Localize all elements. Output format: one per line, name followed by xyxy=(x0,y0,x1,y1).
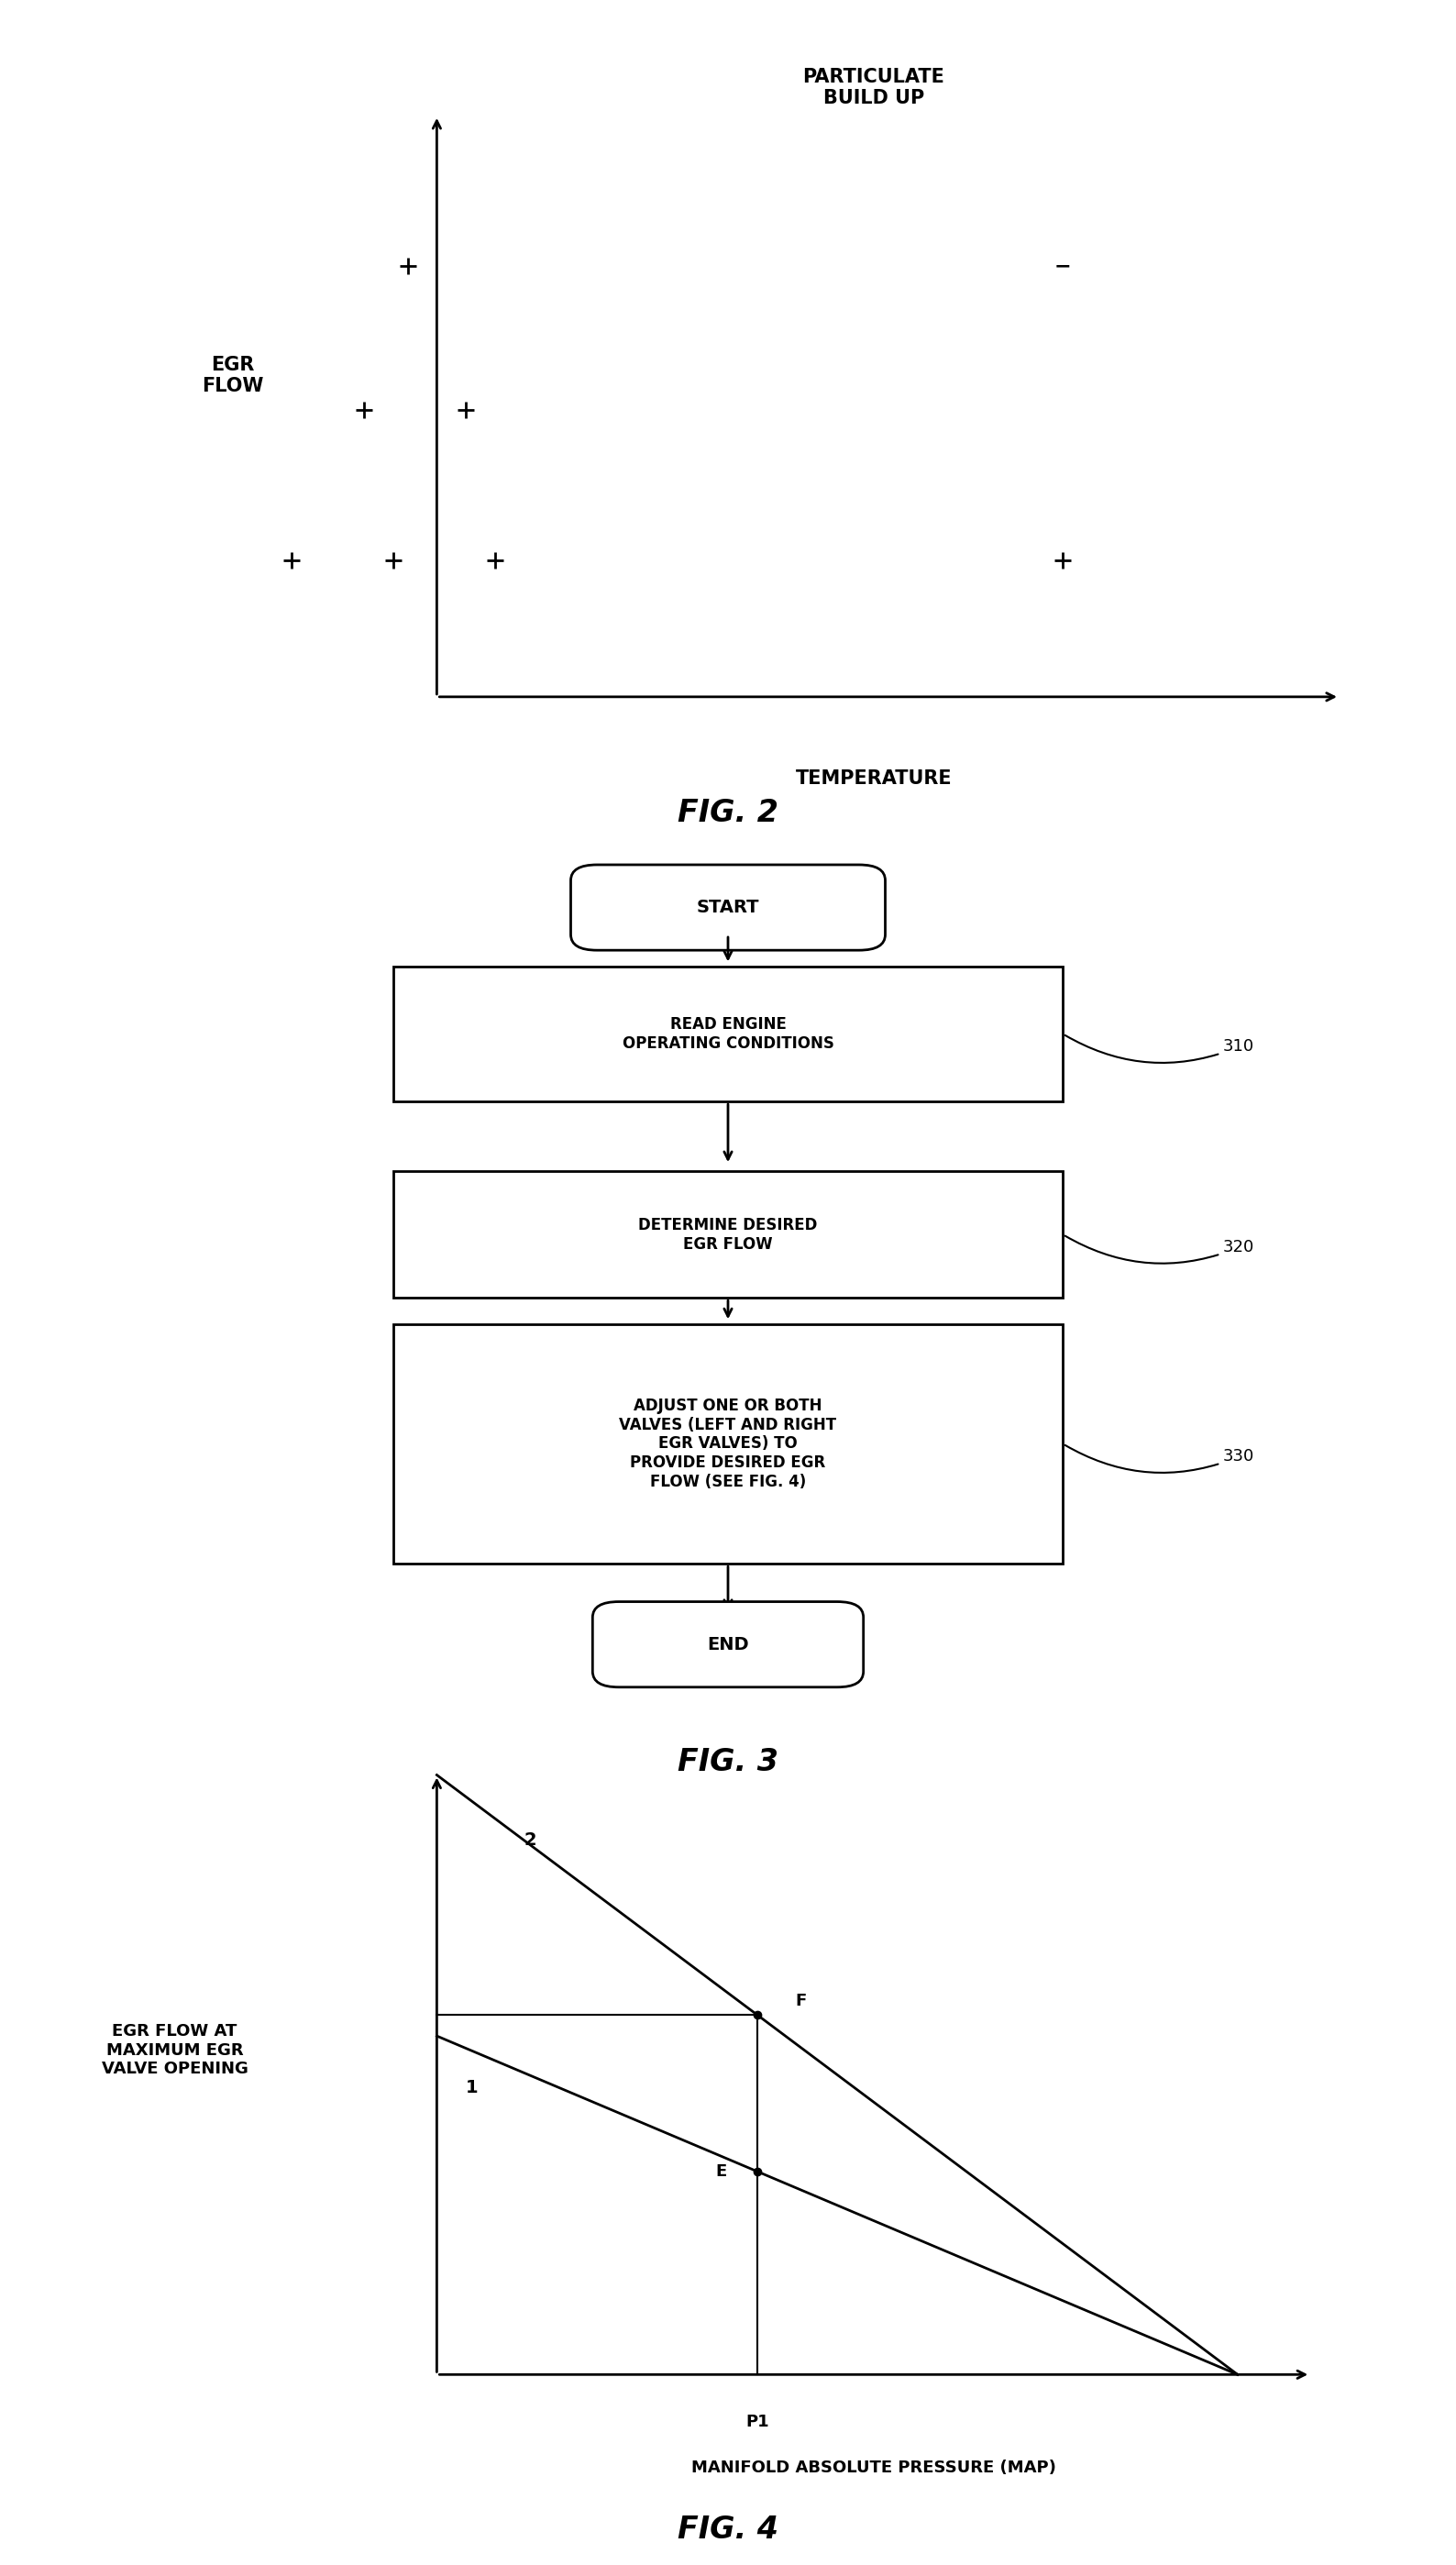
Text: FIG. 2: FIG. 2 xyxy=(677,798,779,828)
Text: FIG. 4: FIG. 4 xyxy=(677,2514,779,2544)
Bar xyxy=(393,1172,1063,1298)
Text: EGR FLOW AT
MAXIMUM EGR
VALVE OPENING: EGR FLOW AT MAXIMUM EGR VALVE OPENING xyxy=(102,2024,248,2078)
Text: FIG. 3: FIG. 3 xyxy=(677,1747,779,1778)
Text: −: − xyxy=(1054,256,1072,274)
Text: READ ENGINE
OPERATING CONDITIONS: READ ENGINE OPERATING CONDITIONS xyxy=(622,1016,834,1052)
Text: TEMPERATURE: TEMPERATURE xyxy=(795,770,952,787)
Text: 330: 330 xyxy=(1066,1444,1255,1472)
Text: PARTICULATE
BUILD UP: PARTICULATE BUILD UP xyxy=(802,67,945,108)
Text: END: END xyxy=(708,1636,748,1652)
Bar xyxy=(393,967,1063,1100)
Text: ADJUST ONE OR BOTH
VALVES (LEFT AND RIGHT
EGR VALVES) TO
PROVIDE DESIRED EGR
FLO: ADJUST ONE OR BOTH VALVES (LEFT AND RIGH… xyxy=(619,1398,837,1490)
Text: START: START xyxy=(696,898,760,916)
Text: 310: 310 xyxy=(1066,1036,1254,1062)
Text: E: E xyxy=(715,2162,727,2180)
Text: P1: P1 xyxy=(745,2414,769,2429)
Bar xyxy=(393,1324,1063,1565)
Text: EGR
FLOW: EGR FLOW xyxy=(202,357,264,395)
Text: DETERMINE DESIRED
EGR FLOW: DETERMINE DESIRED EGR FLOW xyxy=(638,1216,818,1252)
FancyBboxPatch shape xyxy=(593,1601,863,1688)
Text: MANIFOLD ABSOLUTE PRESSURE (MAP): MANIFOLD ABSOLUTE PRESSURE (MAP) xyxy=(692,2460,1056,2475)
Text: 2: 2 xyxy=(524,1831,537,1849)
Text: 320: 320 xyxy=(1066,1236,1255,1265)
Text: 1: 1 xyxy=(466,2078,479,2096)
Text: F: F xyxy=(795,1993,807,2008)
FancyBboxPatch shape xyxy=(571,864,885,949)
